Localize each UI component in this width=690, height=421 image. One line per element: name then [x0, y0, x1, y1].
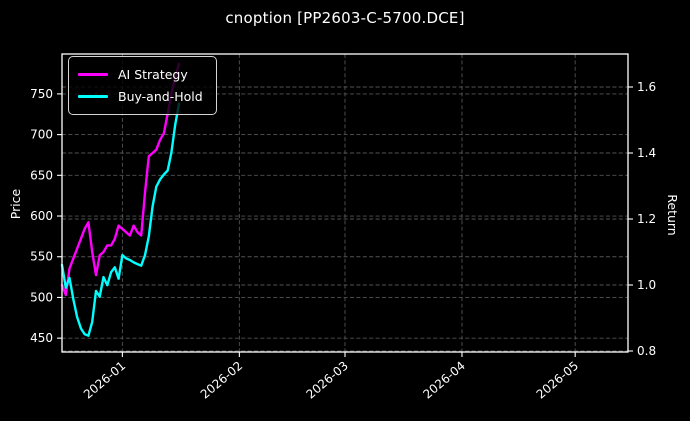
y-left-tick-label: 750	[30, 87, 53, 101]
y-right-tick-label: 0.8	[637, 344, 656, 358]
y-right-tick-label: 1.6	[637, 80, 656, 94]
y-left-tick-label: 650	[30, 168, 53, 182]
legend: AI Strategy Buy-and-Hold	[68, 56, 217, 115]
y-left-tick-label: 450	[30, 331, 53, 345]
y-axis-label-price: Price	[8, 188, 23, 220]
legend-swatch-buy-and-hold	[78, 94, 108, 98]
legend-label-ai-strategy: AI Strategy	[118, 66, 188, 82]
legend-swatch-ai-strategy	[78, 72, 108, 76]
y-left-tick-label: 500	[30, 290, 53, 304]
legend-label-buy-and-hold: Buy-and-Hold	[118, 88, 203, 104]
chart-title: cnoption [PP2603-C-5700.DCE]	[225, 9, 465, 27]
legend-item-ai-strategy: AI Strategy	[78, 63, 203, 85]
y-left-tick-label: 600	[30, 209, 53, 223]
x-tick-label: 2026-01	[81, 359, 128, 402]
y-right-tick-label: 1.0	[637, 278, 656, 292]
x-tick-label: 2026-04	[420, 359, 467, 402]
y-right-tick-label: 1.4	[637, 146, 656, 160]
y-right-tick-label: 1.2	[637, 212, 656, 226]
ai-strategy-line	[60, 62, 181, 297]
y-axis-label-return: Return	[665, 194, 680, 236]
x-tick-label: 2026-02	[198, 359, 245, 402]
tick-marks	[57, 86, 633, 357]
buy-and-hold-line	[60, 102, 181, 337]
x-tick-label: 2026-05	[534, 359, 581, 402]
gridlines	[62, 54, 628, 352]
y-left-tick-label: 700	[30, 128, 53, 142]
y-left-tick-label: 550	[30, 250, 53, 264]
x-tick-label: 2026-03	[304, 359, 351, 402]
plot-border	[61, 53, 629, 353]
legend-item-buy-and-hold: Buy-and-Hold	[78, 85, 203, 107]
tick-labels: 450 500 550 600 650 700 750 0.8 1.0 1.2 1.4 1.6 2026…	[30, 80, 656, 402]
